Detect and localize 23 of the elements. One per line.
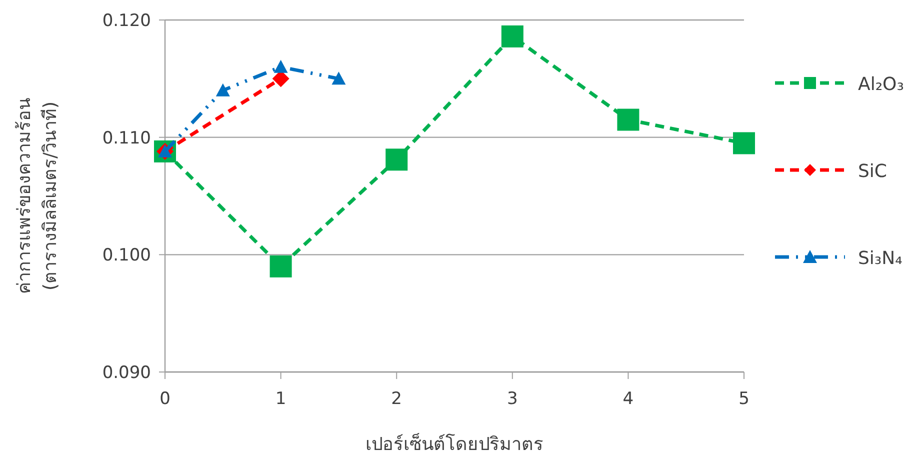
x-tick-label: 2 [391,389,402,409]
x-tick-label: 4 [622,389,634,409]
point [332,72,346,85]
point [617,108,640,131]
y-axis-title: ค่าการแพร่ของความร้อน (ตารางมิลลิเมตร/วินาที) [14,98,61,294]
point [733,132,755,154]
x-tick-label: 5 [738,389,750,409]
x-tick-label: 1 [275,389,286,409]
point [274,60,288,73]
point [216,83,230,96]
point [270,255,292,278]
x-tick-label: 3 [506,389,518,409]
y-tick-label: 0.090 [102,363,151,383]
point [386,148,408,171]
x-axis-title: เปอร์เซ็นต์โดยปริมาตร [366,432,544,455]
y-tick-label: 0.110 [102,128,151,148]
x-tick-label: 0 [160,389,170,409]
legend-label: SiC [858,161,887,182]
y-tick-label: 0.120 [102,11,151,31]
point [501,25,524,48]
legend-label: Al₂O₃ [858,74,904,95]
y-tick-label: 0.100 [102,246,151,266]
legend-label: Si₃N₄ [858,248,902,269]
